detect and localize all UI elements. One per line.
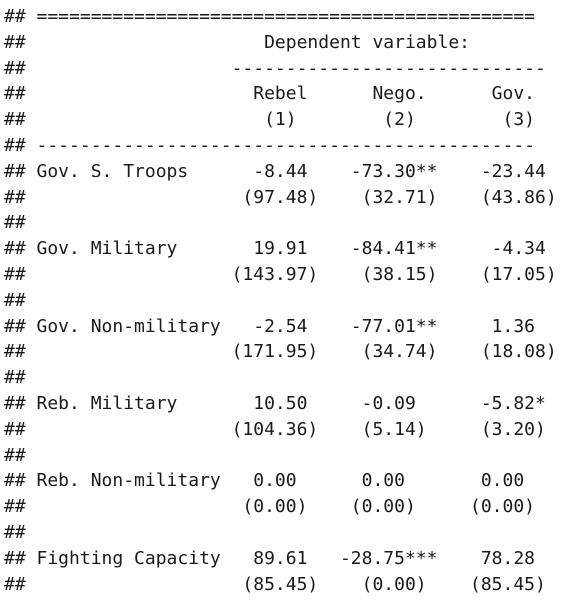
- row-gov-military-coef: ## Gov. Military 19.91 -84.41** -4.34: [4, 238, 546, 260]
- column-numbers-row: ## (1) (2) (3): [4, 109, 536, 131]
- row-reb-military-se: ## (104.36) (5.14) (3.20): [4, 418, 546, 440]
- blank-line: ##: [4, 521, 26, 543]
- row-reb-military-coef: ## Reb. Military 10.50 -0.09 -5.82*: [4, 392, 546, 414]
- header-bottom-rule: ## -------------------------------------…: [4, 134, 536, 156]
- row-fighting-capacity-se: ## (85.45) (0.00) (85.45): [4, 573, 546, 595]
- row-gov-s-troops-coef: ## Gov. S. Troops -8.44 -73.30** -23.44: [4, 160, 546, 182]
- blank-line: ##: [4, 212, 26, 234]
- row-gov-military-se: ## (143.97) (38.15) (17.05): [4, 263, 557, 285]
- row-gov-s-troops-se: ## (97.48) (32.71) (43.86): [4, 186, 557, 208]
- row-gov-non-military-coef: ## Gov. Non-military -2.54 -77.01** 1.36: [4, 315, 536, 337]
- row-fighting-capacity-coef: ## Fighting Capacity 89.61 -28.75*** 78.…: [4, 547, 536, 569]
- console-output: ## =====================================…: [4, 4, 557, 597]
- table-top-rule: ## =====================================…: [4, 6, 536, 27]
- blank-line: ##: [4, 289, 26, 311]
- row-gov-non-military-se: ## (171.95) (34.74) (18.08): [4, 341, 557, 363]
- column-names-row: ## Rebel Nego. Gov.: [4, 83, 536, 105]
- row-reb-non-military-coef: ## Reb. Non-military 0.00 0.00 0.00: [4, 470, 525, 492]
- dependent-variable-header: ## Dependent variable:: [4, 31, 470, 53]
- row-reb-non-military-se: ## (0.00) (0.00) (0.00): [4, 496, 536, 518]
- blank-line: ##: [4, 367, 26, 389]
- header-underline: ## -----------------------------: [4, 57, 546, 79]
- blank-line: ##: [4, 444, 26, 466]
